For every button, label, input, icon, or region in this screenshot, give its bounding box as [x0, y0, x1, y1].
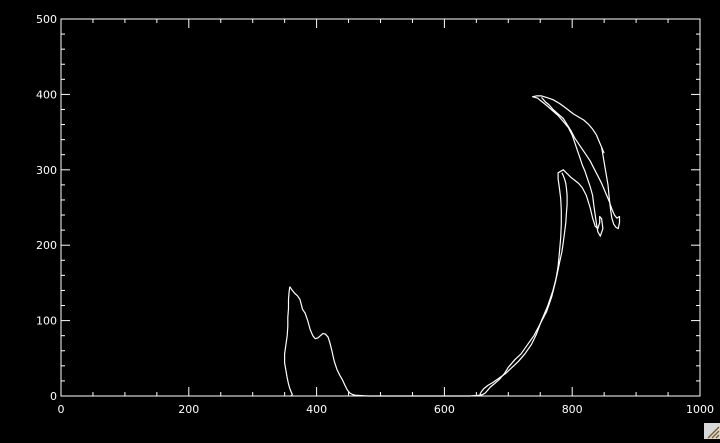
y-tick-label: 500: [36, 13, 57, 26]
x-tick-label: 400: [306, 403, 327, 416]
resize-grip[interactable]: [704, 423, 720, 439]
y-tick-label: 200: [36, 239, 57, 252]
x-tick-label: 200: [178, 403, 199, 416]
contour-line-1: [289, 95, 605, 397]
y-tick-label: 0: [50, 390, 57, 403]
tick-labels-layer: 0 200 400 600 800 1000 0 100 200 300 400 500: [36, 13, 714, 416]
x-tick-label: 1000: [686, 403, 714, 416]
contour-line-3: [479, 172, 568, 396]
x-tick-label: 800: [562, 403, 583, 416]
y-tick-label: 400: [36, 88, 57, 101]
y-tick-label: 300: [36, 164, 57, 177]
series-layer: [284, 95, 621, 397]
contour-line-2: [284, 286, 293, 397]
resize-grip-icon: [707, 426, 720, 439]
y-tick-label: 100: [36, 315, 57, 328]
contour-line-4: [541, 97, 621, 230]
ticks-layer: [60, 18, 701, 397]
x-tick-label: 600: [434, 403, 455, 416]
x-tick-label: 0: [58, 403, 65, 416]
